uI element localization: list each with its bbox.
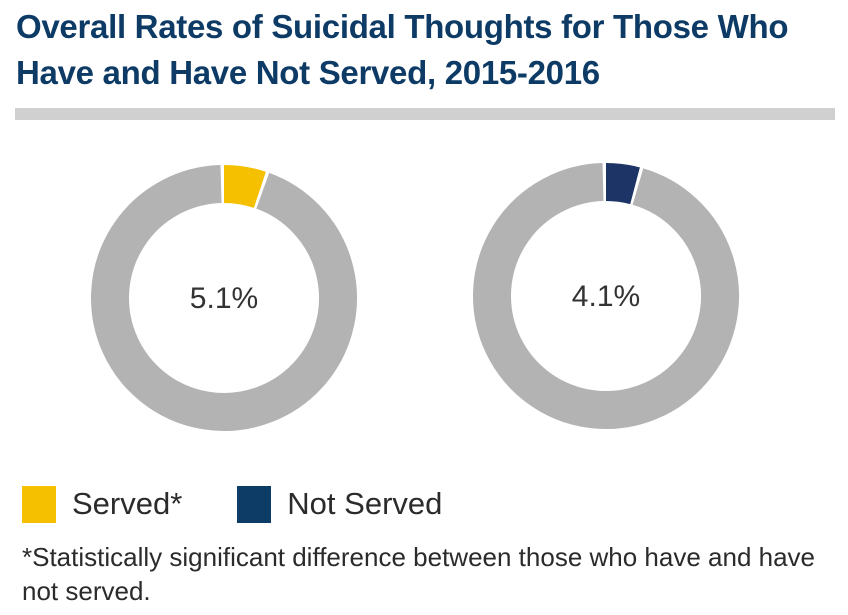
legend-item-not-served: Not Served	[237, 485, 443, 523]
center-label-not-served: 4.1%	[572, 280, 640, 313]
legend: Served* Not Served	[22, 482, 497, 526]
legend-item-served: Served*	[22, 485, 183, 523]
footnote: *Statistically significant difference be…	[22, 542, 816, 606]
donut-remainder-not-served	[473, 163, 739, 429]
donut-segment-served	[223, 165, 266, 209]
legend-swatch-served	[22, 485, 56, 523]
donut-remainder-served	[91, 165, 357, 431]
center-label-served: 5.1%	[190, 282, 258, 315]
legend-label-not-served: Not Served	[287, 486, 443, 521]
legend-label-served: Served*	[72, 486, 183, 521]
chart-title: Overall Rates of Suicidal Thoughts for T…	[16, 8, 789, 91]
donut-not-served: 4.1%	[473, 163, 739, 429]
donut-segment-not-served	[605, 163, 640, 205]
title-divider	[15, 108, 835, 120]
donut-served: 5.1%	[91, 165, 357, 431]
legend-swatch-not-served	[237, 485, 272, 523]
